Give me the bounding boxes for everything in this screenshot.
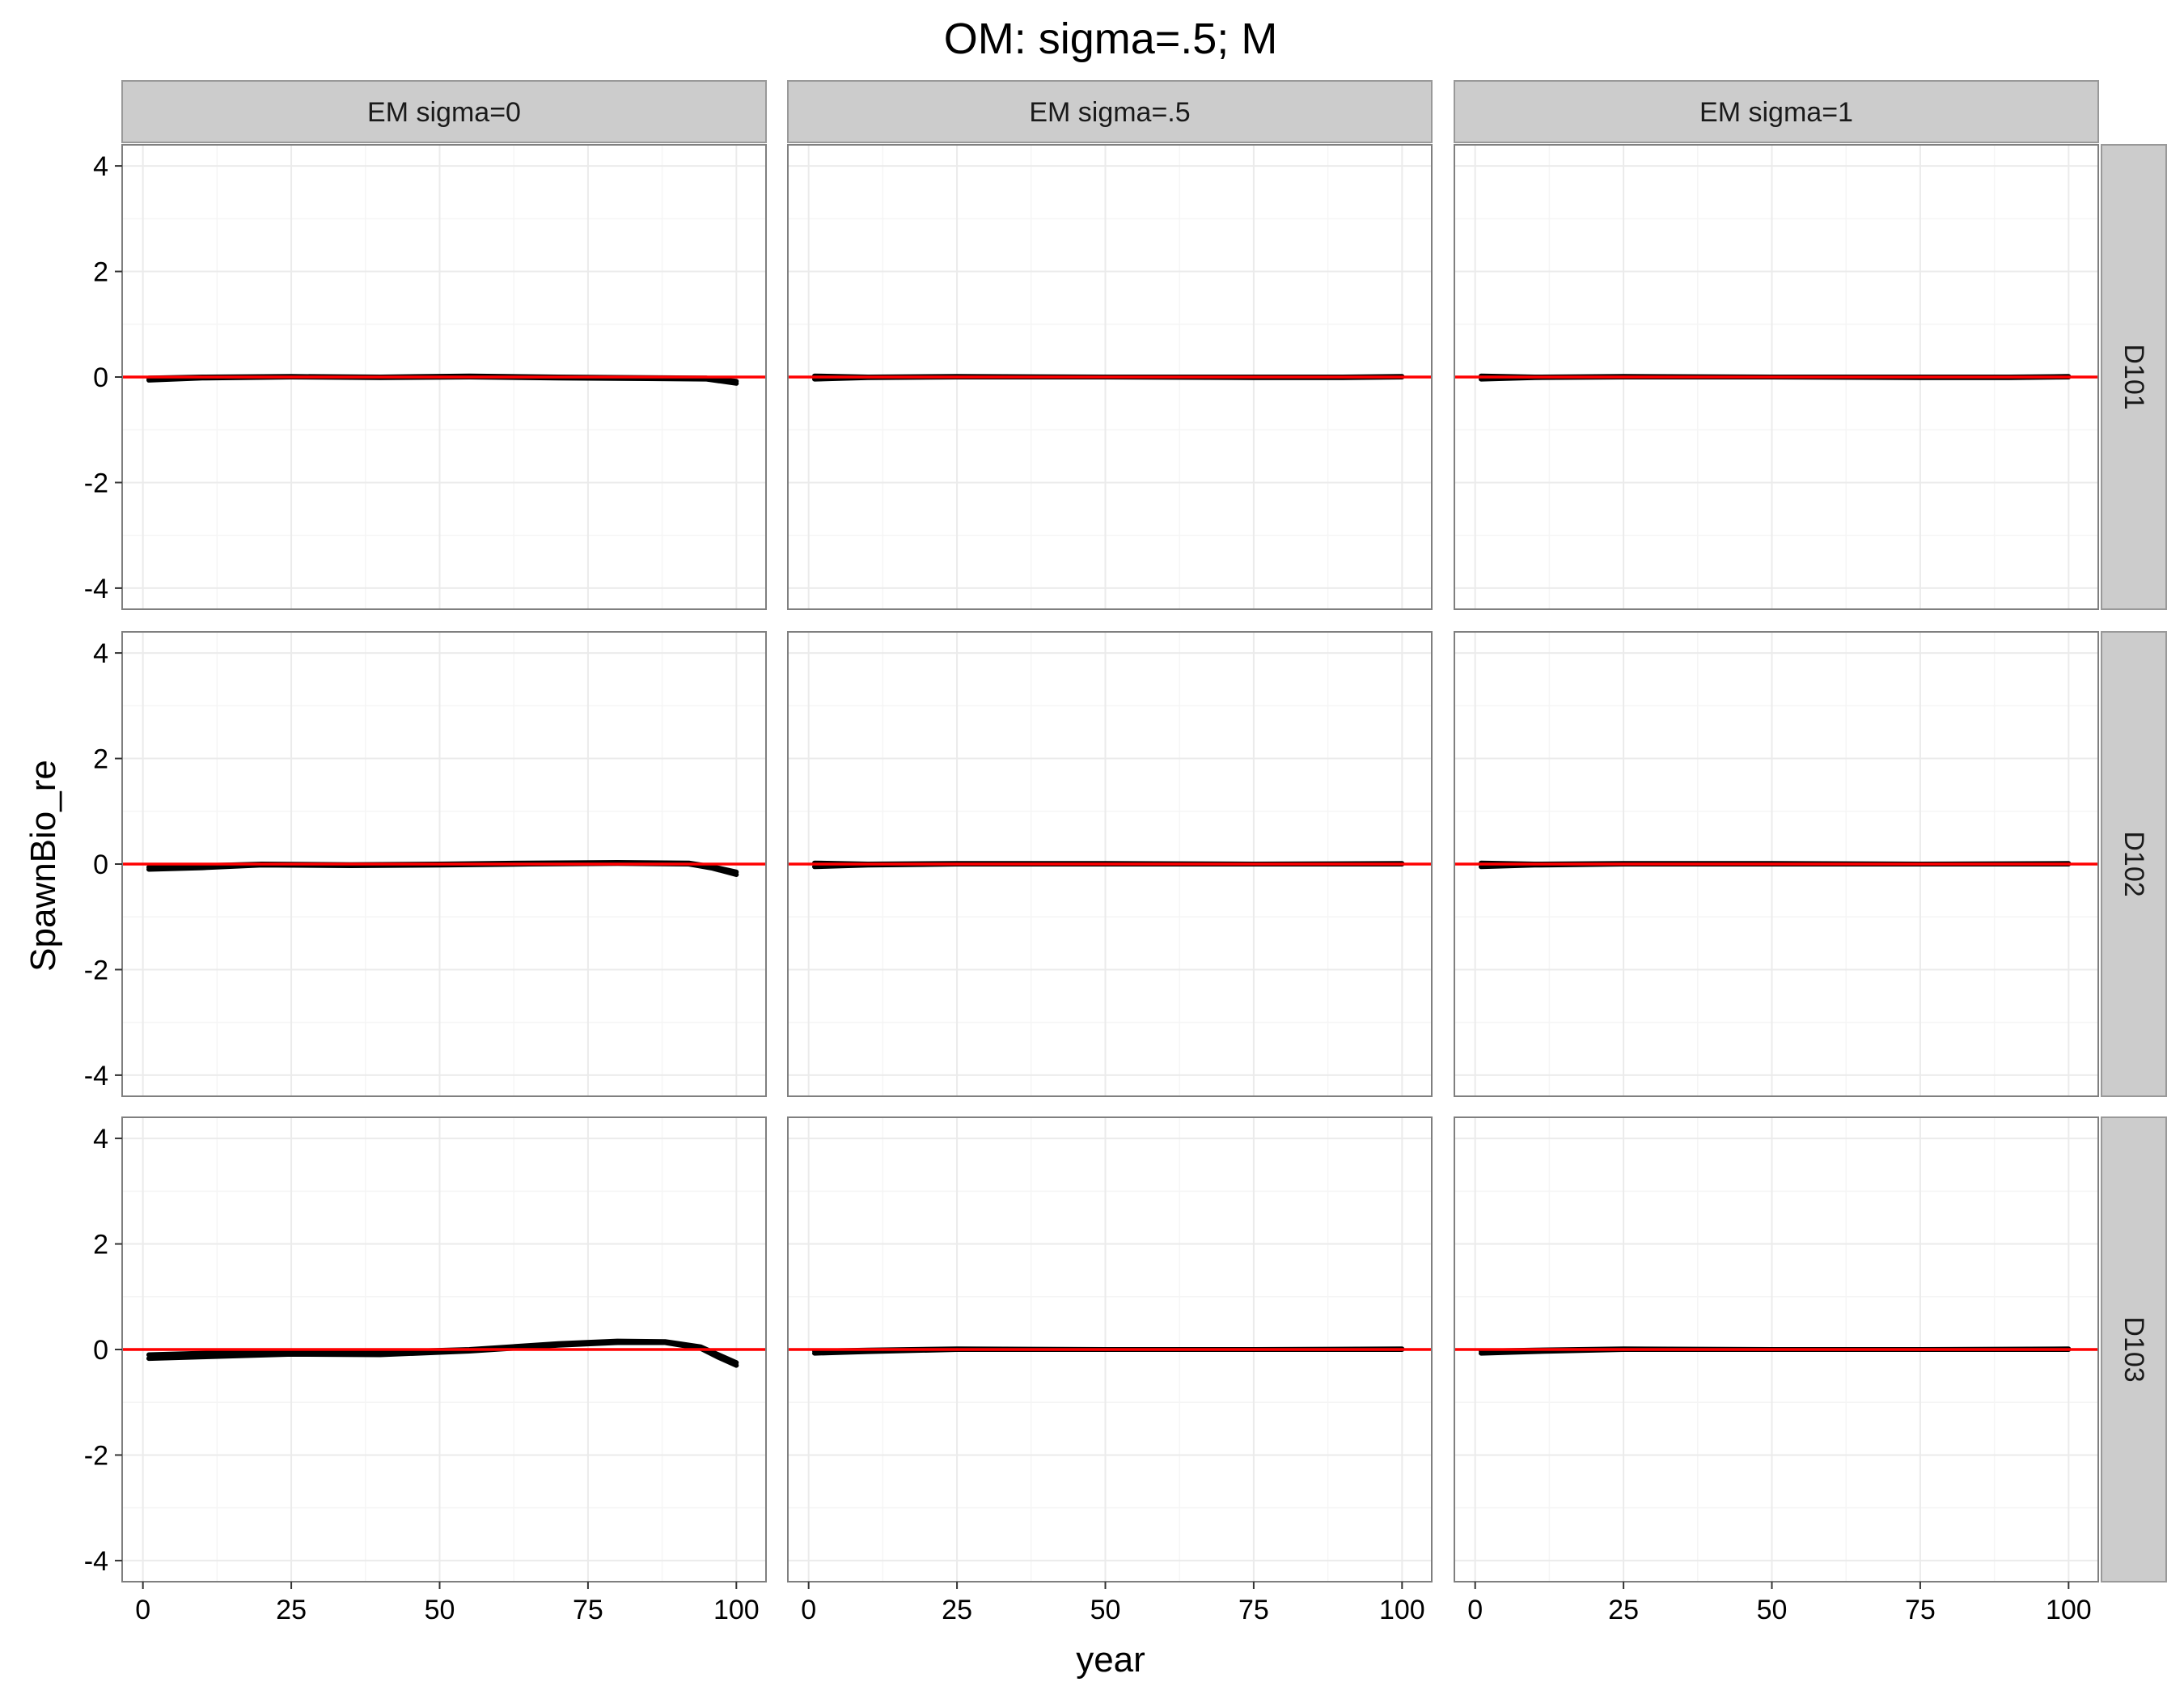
panel-border (787, 631, 1433, 1097)
y-axis: -4 -2 0 2 4 -4 -2 0 2 4 -4 -2 0 2 4 (84, 151, 122, 1577)
col-strip-3: EM sigma=1 (1454, 80, 2099, 143)
panel-D101-col-2 (787, 144, 1433, 610)
y-tick-label: 0 (93, 850, 108, 880)
panel-D103-col-2 (787, 1116, 1433, 1582)
x-tick-label: 25 (276, 1595, 307, 1625)
x-tick-label: 0 (1467, 1595, 1483, 1625)
panel-D101-col-3 (1454, 144, 2099, 610)
x-tick-label: 100 (1379, 1595, 1425, 1625)
y-tick-label: 2 (93, 1230, 108, 1260)
y-tick-label: 0 (93, 1335, 108, 1366)
col-strip-label: EM sigma=1 (1699, 97, 1853, 128)
panel-D102-col-1 (121, 631, 767, 1097)
y-tick-label: 2 (93, 744, 108, 775)
y-tick-label: -2 (84, 468, 108, 498)
strip-background (2101, 1116, 2167, 1582)
panel-border (787, 1116, 1433, 1582)
y-tick-label: -2 (84, 955, 108, 985)
strip-background (2101, 631, 2167, 1097)
y-tick-label: -2 (84, 1440, 108, 1471)
panel-D102-col-2 (787, 631, 1433, 1097)
x-tick-label: 100 (2046, 1595, 2092, 1625)
column-facet-strips: EM sigma=0 EM sigma=.5 EM sigma=1 (121, 80, 2099, 143)
strip-background (2101, 144, 2167, 610)
row-strip-label: D101 (2118, 344, 2149, 409)
panel-border (1454, 1116, 2099, 1582)
y-tick-label: 4 (93, 638, 108, 669)
col-strip-2: EM sigma=.5 (787, 80, 1433, 143)
chart-title: OM: sigma=.5; M (944, 15, 1278, 63)
panel-border (787, 144, 1433, 610)
panel-border (1454, 631, 2099, 1097)
x-tick-label: 75 (1238, 1595, 1269, 1625)
panel-D102-col-3 (1454, 631, 2099, 1097)
strip-background (1454, 80, 2099, 143)
x-axis-title: year (1076, 1640, 1145, 1680)
x-tick-label: 75 (1905, 1595, 1936, 1625)
panel-D103-col-1 (121, 1116, 767, 1582)
panel-D103-col-3 (1454, 1116, 2099, 1582)
x-tick-label: 100 (713, 1595, 760, 1625)
row-strip-D103: D103 (2101, 1116, 2167, 1582)
strip-background (787, 80, 1433, 143)
row-facet-strips: D101 D102 D103 (2101, 144, 2167, 1582)
x-tick-label: 0 (135, 1595, 150, 1625)
y-tick-label: 2 (93, 257, 108, 288)
col-strip-1: EM sigma=0 (121, 80, 767, 143)
row-strip-label: D102 (2118, 831, 2149, 896)
x-tick-label: 25 (942, 1595, 972, 1625)
x-tick-label: 25 (1608, 1595, 1639, 1625)
x-tick-label: 50 (1090, 1595, 1121, 1625)
row-strip-D102: D102 (2101, 631, 2167, 1097)
x-tick-label: 0 (801, 1595, 816, 1625)
x-tick-label: 50 (1757, 1595, 1788, 1625)
x-axis: 0 25 50 75 100 0 25 50 75 100 0 25 50 75 100 (135, 1582, 2092, 1625)
facet-panels (121, 144, 2099, 1582)
row-strip-label: D103 (2118, 1316, 2149, 1382)
col-strip-label: EM sigma=0 (367, 97, 521, 128)
col-strip-label: EM sigma=.5 (1029, 97, 1190, 128)
y-tick-label: -4 (84, 1061, 108, 1091)
y-tick-label: 4 (93, 1124, 108, 1155)
panel-D101-col-1 (121, 144, 767, 610)
x-tick-label: 75 (573, 1595, 603, 1625)
y-tick-label: -4 (84, 574, 108, 604)
panel-border (1454, 144, 2099, 610)
x-tick-label: 50 (425, 1595, 455, 1625)
strip-background (121, 80, 767, 143)
y-tick-label: 0 (93, 362, 108, 393)
y-tick-label: -4 (84, 1546, 108, 1577)
row-strip-D101: D101 (2101, 144, 2167, 610)
y-axis-title: SpawnBio_re (23, 760, 63, 972)
y-tick-label: 4 (93, 151, 108, 182)
